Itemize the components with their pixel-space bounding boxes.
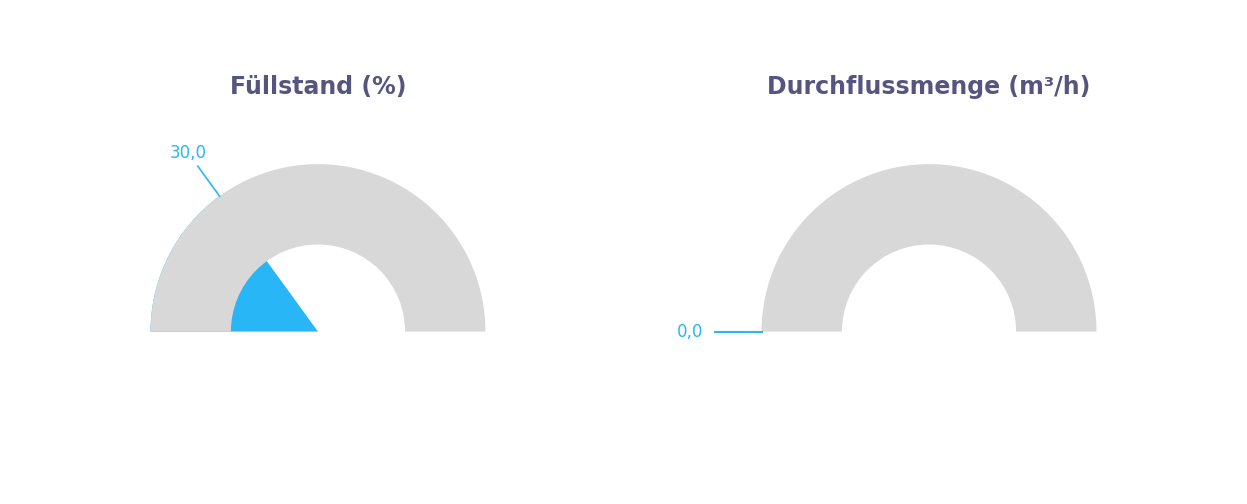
Wedge shape: [762, 164, 1096, 332]
Title: Füllstand (%): Füllstand (%): [229, 76, 407, 99]
Text: 0,0: 0,0: [677, 323, 703, 341]
Wedge shape: [151, 164, 485, 332]
Title: Durchflussmenge (m³/h): Durchflussmenge (m³/h): [767, 76, 1091, 99]
Wedge shape: [151, 196, 318, 332]
Text: 30,0: 30,0: [170, 144, 207, 162]
